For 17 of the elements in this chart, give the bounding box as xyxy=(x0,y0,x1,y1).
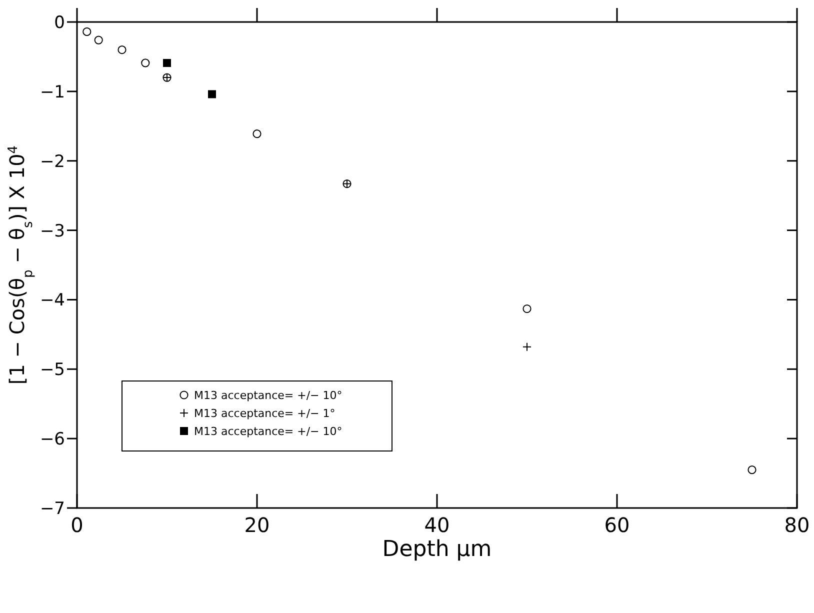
x-axis-title: Depth μm xyxy=(382,537,492,562)
y-tick-label: 0 xyxy=(54,13,65,33)
y-tick-label: −5 xyxy=(40,360,65,380)
y-tick-label: −2 xyxy=(40,152,65,172)
y-tick-label: −4 xyxy=(40,290,65,311)
y-tick-label: −7 xyxy=(40,499,65,519)
x-tick-label: 20 xyxy=(244,513,270,537)
legend-label: M13 acceptance= +/− 1° xyxy=(194,407,336,420)
y-tick-label: −1 xyxy=(40,82,65,102)
x-tick-label: 60 xyxy=(604,513,630,537)
y-tick-label: −6 xyxy=(40,430,65,450)
x-tick-label: 40 xyxy=(424,513,450,537)
y-tick-label: −3 xyxy=(40,221,65,242)
x-tick-label: 80 xyxy=(784,513,810,537)
legend-label: M13 acceptance= +/− 10° xyxy=(194,389,342,402)
legend-label: M13 acceptance= +/− 10° xyxy=(194,425,342,438)
x-tick-label: 0 xyxy=(70,513,84,537)
